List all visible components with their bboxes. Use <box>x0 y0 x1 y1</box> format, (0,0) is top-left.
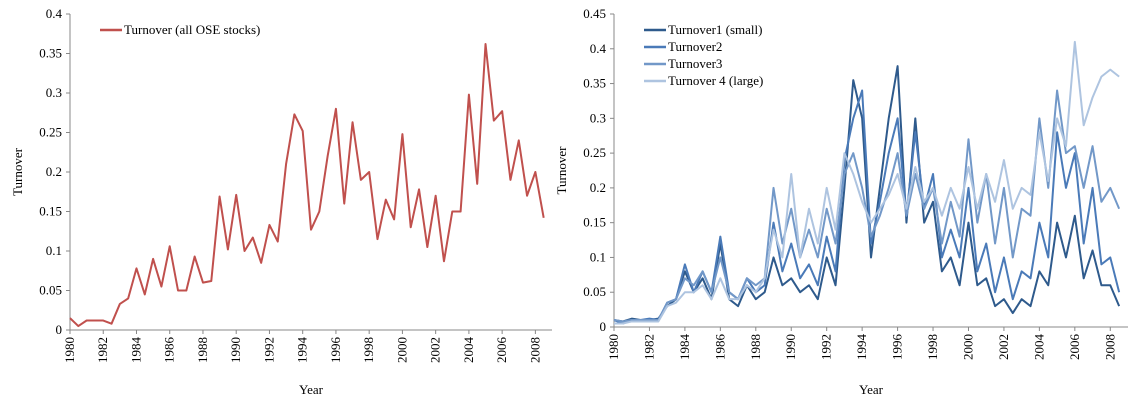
x-tick-label: 2004 <box>1031 334 1046 361</box>
x-tick-label: 1980 <box>606 334 621 360</box>
y-tick-label: 0.1 <box>590 249 606 264</box>
x-tick-label: 2002 <box>428 337 443 363</box>
legend-label: Turnover1 (small) <box>668 22 763 37</box>
y-tick-label: 0.4 <box>46 6 63 21</box>
x-tick-label: 1984 <box>677 334 692 361</box>
x-tick-label: 1982 <box>95 337 110 363</box>
legend-label: Turnover 4 (large) <box>668 73 763 88</box>
x-tick-label: 1984 <box>128 337 143 364</box>
x-tick-label: 1994 <box>295 337 310 364</box>
x-tick-label: 1998 <box>925 334 940 360</box>
x-tick-label: 2008 <box>1102 334 1117 360</box>
x-tick-label: 2006 <box>1067 334 1082 361</box>
y-tick-label: 0.15 <box>39 204 62 219</box>
x-tick-label: 1980 <box>62 337 77 363</box>
x-tick-label: 2004 <box>461 337 476 364</box>
x-axis-title: Year <box>859 382 884 397</box>
y-tick-label: 0.05 <box>583 284 606 299</box>
x-tick-label: 1988 <box>748 334 763 360</box>
y-tick-label: 0.35 <box>583 76 606 91</box>
y-tick-label: 0.25 <box>583 145 606 160</box>
y-tick-label: 0.45 <box>583 6 606 21</box>
legend-label: Turnover (all OSE stocks) <box>124 22 260 37</box>
x-tick-label: 1992 <box>819 334 834 360</box>
y-tick-label: 0.1 <box>46 243 62 258</box>
y-tick-label: 0.3 <box>46 85 62 100</box>
x-tick-label: 1988 <box>195 337 210 363</box>
series-line <box>69 43 545 328</box>
y-tick-label: 0.15 <box>583 215 606 230</box>
series-line <box>614 40 1120 325</box>
x-tick-label: 1986 <box>162 337 177 364</box>
x-tick-label: 2002 <box>996 334 1011 360</box>
y-axis-title: Turnover <box>554 146 569 195</box>
x-tick-label: 1996 <box>328 337 343 364</box>
x-tick-label: 1996 <box>890 334 905 361</box>
y-tick-label: 0.3 <box>590 110 606 125</box>
y-tick-label: 0.05 <box>39 283 62 298</box>
y-tick-label: 0.2 <box>46 164 62 179</box>
x-axis-title: Year <box>299 382 324 397</box>
legend-label: Turnover2 <box>668 39 722 54</box>
x-tick-label: 1982 <box>641 334 656 360</box>
y-tick-label: 0 <box>600 319 607 334</box>
x-tick-label: 1998 <box>361 337 376 363</box>
x-tick-label: 1990 <box>783 334 798 360</box>
series-line <box>613 65 1121 323</box>
series-line <box>613 89 1121 323</box>
x-tick-label: 2006 <box>494 337 509 364</box>
series-line <box>613 89 1121 325</box>
x-tick-label: 2000 <box>394 337 409 363</box>
y-tick-label: 0.35 <box>39 46 62 61</box>
x-tick-label: 1994 <box>854 334 869 361</box>
y-tick-label: 0 <box>56 322 63 337</box>
x-tick-label: 1986 <box>712 334 727 361</box>
y-tick-label: 0.4 <box>590 41 607 56</box>
x-tick-label: 2008 <box>527 337 542 363</box>
y-tick-label: 0.2 <box>590 180 606 195</box>
y-axis-title: Turnover <box>10 147 25 196</box>
legend-label: Turnover3 <box>668 56 722 71</box>
x-tick-label: 1992 <box>261 337 276 363</box>
x-tick-label: 1990 <box>228 337 243 363</box>
y-tick-label: 0.25 <box>39 125 62 140</box>
x-tick-label: 2000 <box>960 334 975 360</box>
